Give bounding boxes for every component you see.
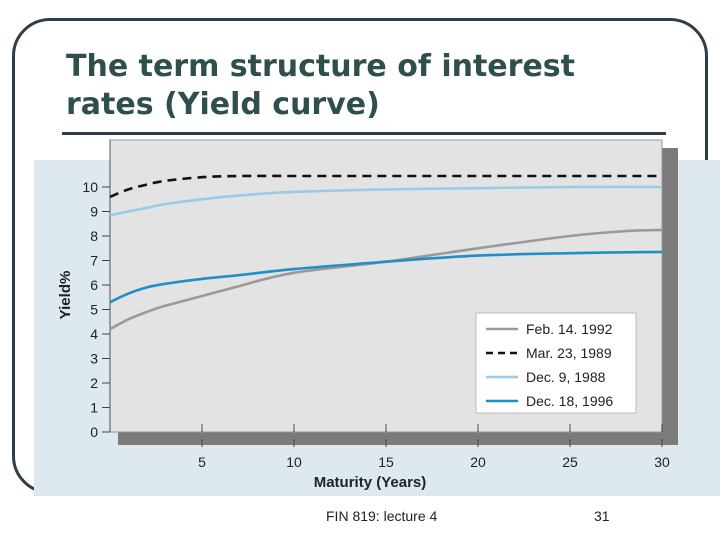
- y-tick-label: 1: [90, 400, 98, 416]
- yield-curve-chart: 0 1 2 3 4 5 6 7 8 9 10 5 10 15 20 25 30 Feb. 14. 1992 Mar…: [57, 139, 678, 491]
- x-tick-label: 30: [654, 454, 670, 470]
- series-line-2: [109, 185, 663, 217]
- legend-label: Feb. 14. 1992: [526, 321, 613, 337]
- legend-label: Dec. 18, 1996: [526, 393, 613, 409]
- y-tick-label: 8: [90, 228, 98, 244]
- x-tick-label: 25: [562, 454, 578, 470]
- legend-label: Dec. 9, 1988: [526, 369, 606, 385]
- series-line-0: [109, 228, 663, 331]
- page-number: 31: [594, 508, 610, 524]
- x-tick-label: 15: [378, 454, 394, 470]
- y-tick-label: 5: [90, 302, 98, 318]
- y-tick-label: 0: [90, 424, 98, 440]
- legend-label: Mar. 23, 1989: [526, 345, 612, 361]
- x-tick-label: 10: [286, 454, 302, 470]
- slide-title: The term structure of interest rates (Yi…: [66, 49, 575, 122]
- series-line-1: [109, 174, 662, 199]
- y-tick-label: 7: [90, 253, 98, 269]
- series-line-3: [109, 250, 663, 304]
- y-tick-label: 3: [90, 351, 98, 367]
- footer-text: FIN 819: lecture 4: [326, 508, 438, 524]
- y-tick-label: 4: [90, 326, 98, 342]
- x-axis-title: Maturity (Years): [314, 474, 427, 491]
- y-axis-title: Yield%: [57, 271, 74, 320]
- y-tick-label: 10: [82, 179, 98, 195]
- x-tick-label: 5: [198, 454, 206, 470]
- y-tick-label: 2: [90, 375, 98, 391]
- y-tick-label: 9: [90, 204, 98, 220]
- title-underline: [62, 132, 666, 135]
- y-tick-label: 6: [90, 277, 98, 293]
- x-tick-label: 20: [470, 454, 486, 470]
